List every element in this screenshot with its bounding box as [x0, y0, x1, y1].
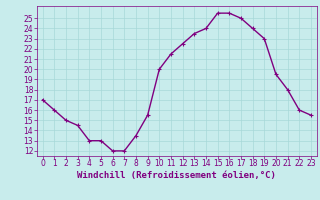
X-axis label: Windchill (Refroidissement éolien,°C): Windchill (Refroidissement éolien,°C) [77, 171, 276, 180]
